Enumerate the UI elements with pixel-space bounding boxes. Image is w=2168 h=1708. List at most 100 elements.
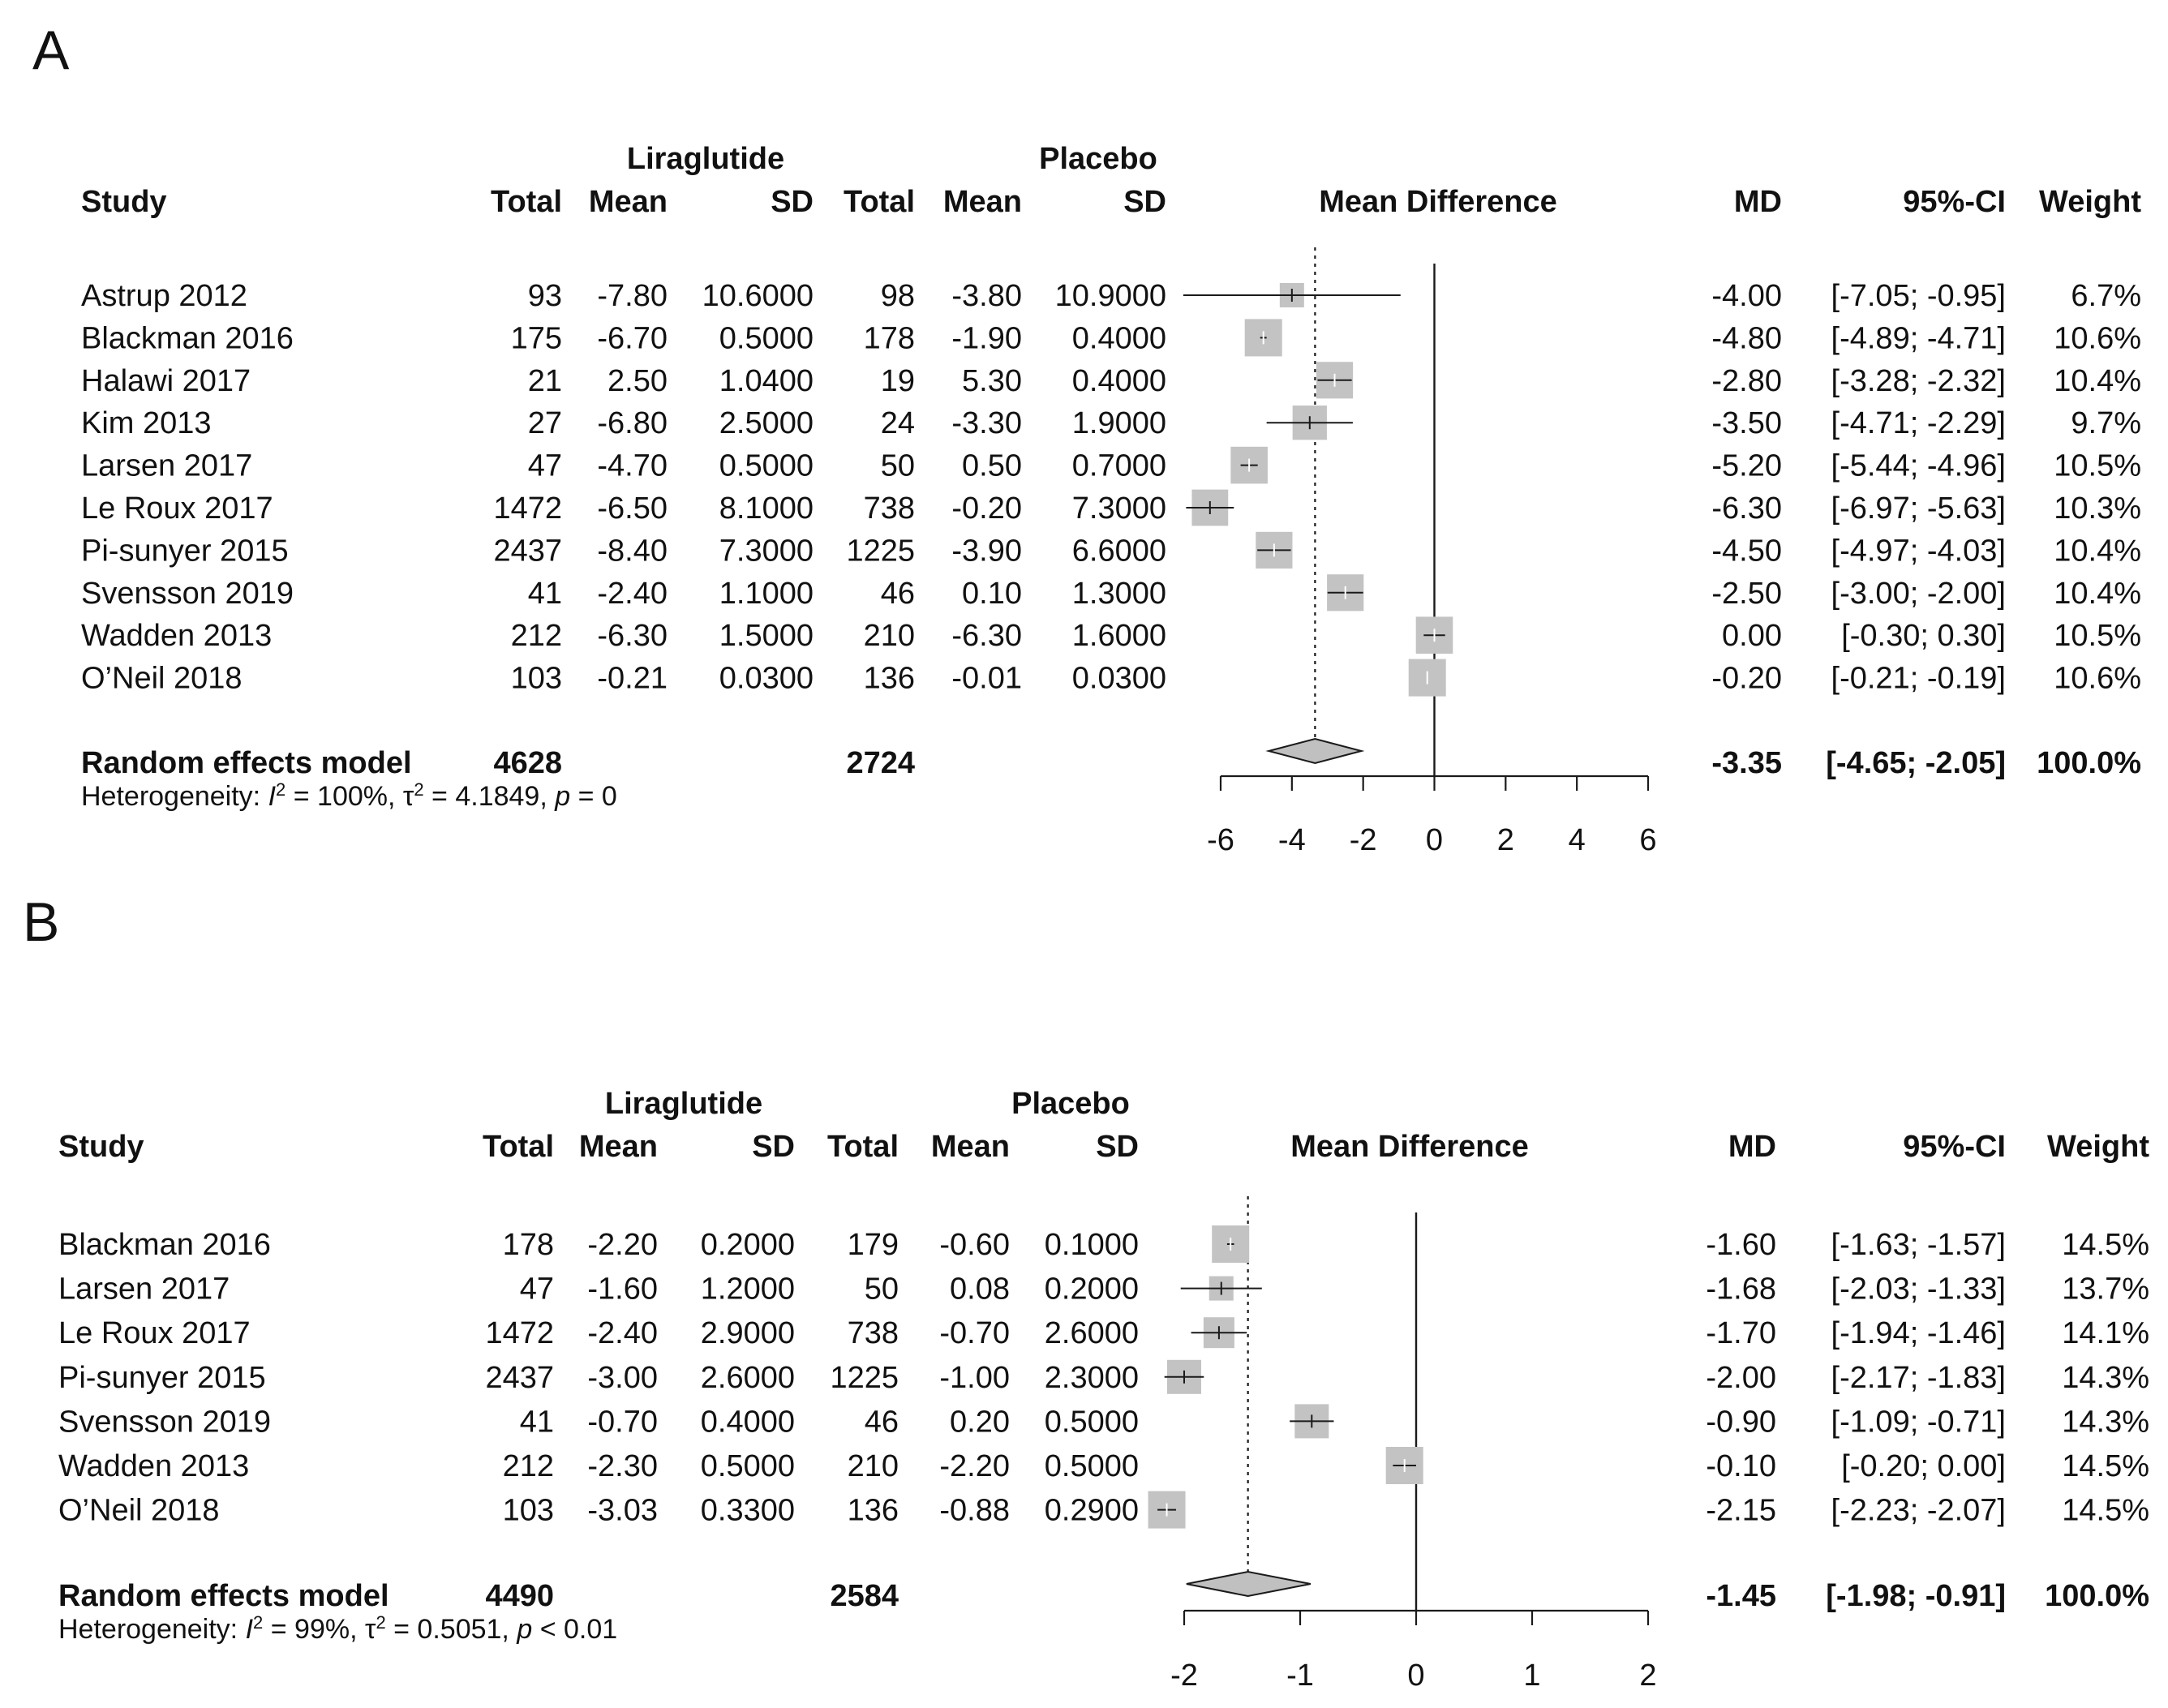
study-row: Le Roux 2017 1472 -2.40 2.9000 738 -0.70 2.600… [58, 1316, 2149, 1350]
study-row: Svensson 2019 41 -2.40 1.1000 46 0.10 1.3000 -2… [81, 574, 2141, 612]
md-value: -0.90 [1706, 1405, 1776, 1439]
sd1-value: 7.3000 [719, 534, 814, 568]
sd1-value: 1.2000 [701, 1272, 795, 1307]
group1-header: Liraglutide [605, 1087, 762, 1121]
mean2-header: Mean [931, 1130, 1010, 1164]
md-value: -0.20 [1711, 662, 1782, 696]
md-value: -2.00 [1706, 1361, 1776, 1395]
total1-value: 1472 [493, 491, 562, 526]
x-tick-label: -2 [1350, 823, 1377, 857]
study-header: Study [58, 1130, 144, 1164]
study-row: Wadden 2013 212 -2.30 0.5000 210 -2.20 0.5000 -… [58, 1447, 2149, 1484]
sd2-value: 10.9000 [1055, 279, 1166, 313]
study-name: Le Roux 2017 [81, 491, 273, 526]
pooled-total2: 2724 [846, 746, 915, 780]
mean1-value: -1.60 [587, 1272, 658, 1307]
total2-value: 738 [848, 1316, 899, 1350]
ci-value: [-1.94; -1.46] [1831, 1316, 2006, 1350]
ci-value: [-3.00; -2.00] [1831, 577, 2006, 611]
weight-value: 13.7% [2062, 1272, 2149, 1307]
ci-value: [-2.23; -2.07] [1831, 1494, 2006, 1528]
sd1-value: 2.9000 [701, 1316, 795, 1350]
mean2-value: -0.88 [939, 1494, 1010, 1528]
pooled-ci: [-1.98; -0.91] [1826, 1579, 2006, 1613]
sd2-header: SD [1123, 185, 1166, 219]
mean1-value: -3.00 [587, 1361, 658, 1395]
weight-value: 14.5% [2062, 1228, 2149, 1262]
md-value: -1.60 [1706, 1228, 1776, 1262]
total2-value: 738 [864, 491, 915, 526]
weight-value: 10.4% [2054, 577, 2141, 611]
mean1-value: -2.30 [587, 1449, 658, 1483]
study-name: Wadden 2013 [58, 1449, 249, 1483]
mean1-value: -0.70 [587, 1405, 658, 1439]
total1-value: 47 [520, 1272, 554, 1307]
heterogeneity-text: Heterogeneity: I2 = 100%, τ2 = 4.1849, p… [81, 779, 617, 813]
study-row: Le Roux 2017 1472 -6.50 8.1000 738 -0.20 7.300… [81, 489, 2141, 526]
md-value: -5.20 [1711, 449, 1782, 483]
sd2-value: 1.6000 [1072, 619, 1166, 653]
sd2-value: 0.0300 [1072, 662, 1166, 696]
study-row: Blackman 2016 175 -6.70 0.5000 178 -1.90 0.400… [81, 319, 2141, 357]
ci-value: [-3.28; -2.32] [1831, 364, 2006, 398]
study-row: Pi-sunyer 2015 2437 -8.40 7.3000 1225 -3.90 6.… [81, 531, 2141, 569]
panel-b-label: B [23, 891, 59, 953]
mean1-value: -7.80 [597, 279, 668, 313]
panel-a-label: A [32, 19, 70, 81]
mean2-value: -0.20 [951, 491, 1022, 526]
study-name: Pi-sunyer 2015 [81, 534, 289, 568]
total1-value: 27 [528, 406, 562, 440]
ci-header: 95%-CI [1903, 185, 2006, 219]
mean1-value: -8.40 [597, 534, 668, 568]
forest-panel-a: Liraglutide Placebo Study Total Mean SD Total M… [81, 142, 2141, 857]
total1-value: 41 [520, 1405, 554, 1439]
total1-value: 103 [503, 1494, 554, 1528]
sd2-value: 0.4000 [1072, 364, 1166, 398]
study-row: Astrup 2012 93 -7.80 10.6000 98 -3.80 10.9000 -… [81, 279, 2141, 313]
x-tick-label: 1 [1523, 1659, 1540, 1693]
total1-value: 93 [528, 279, 562, 313]
pooled-label: Random effects model [81, 746, 412, 780]
mean2-value: -1.00 [939, 1361, 1010, 1395]
sd2-value: 7.3000 [1072, 491, 1166, 526]
sd1-value: 1.1000 [719, 577, 814, 611]
study-name: O’Neil 2018 [81, 662, 243, 696]
mean2-value: -0.60 [939, 1228, 1010, 1262]
group1-header: Liraglutide [627, 142, 784, 176]
pooled-diamond [1186, 1570, 1312, 1598]
ci-value: [-1.63; -1.57] [1831, 1228, 2006, 1262]
sd2-value: 0.4000 [1072, 321, 1166, 355]
mean2-value: -1.90 [951, 321, 1022, 355]
weight-value: 14.1% [2062, 1316, 2149, 1350]
sd2-value: 0.2900 [1045, 1494, 1139, 1528]
ci-header: 95%-CI [1903, 1130, 2006, 1164]
sd1-value: 0.2000 [701, 1228, 795, 1262]
mean1-value: -6.70 [597, 321, 668, 355]
effect-header: Mean Difference [1319, 185, 1557, 219]
sd2-value: 2.6000 [1045, 1316, 1139, 1350]
md-value: -4.50 [1711, 534, 1782, 568]
md-value: -1.68 [1706, 1272, 1776, 1307]
total2-header: Total [827, 1130, 899, 1164]
mean2-value: -0.01 [951, 662, 1022, 696]
sd2-header: SD [1096, 1130, 1139, 1164]
total1-value: 2437 [493, 534, 562, 568]
total2-value: 179 [848, 1228, 899, 1262]
ci-value: [-0.20; 0.00] [1841, 1449, 2006, 1483]
sd1-value: 2.5000 [719, 406, 814, 440]
mean1-value: -0.21 [597, 662, 668, 696]
group2-header: Placebo [1039, 142, 1157, 176]
x-tick-label: 0 [1407, 1659, 1424, 1693]
total2-value: 46 [865, 1405, 899, 1439]
mean2-header: Mean [943, 185, 1022, 219]
mean1-header: Mean [589, 185, 668, 219]
sd1-value: 1.5000 [719, 619, 814, 653]
sd1-value: 0.5000 [719, 449, 814, 483]
md-header: MD [1734, 185, 1782, 219]
mean1-value: -6.80 [597, 406, 668, 440]
weight-value: 6.7% [2071, 279, 2141, 313]
x-tick-label: 2 [1497, 823, 1514, 857]
study-name: Larsen 2017 [58, 1272, 230, 1307]
sd2-value: 0.7000 [1072, 449, 1166, 483]
x-tick-label: -6 [1207, 823, 1234, 857]
